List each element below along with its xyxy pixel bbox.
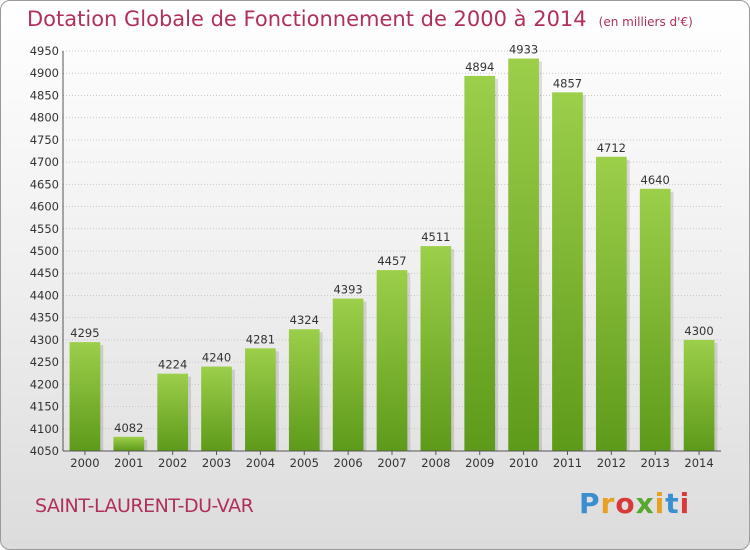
bar-2008 [420,246,452,451]
data-label-2005: 4324 [290,313,319,327]
y-tick-label: 4900 [30,66,59,80]
data-label-2011: 4857 [553,76,582,90]
y-tick-label: 4200 [30,377,59,391]
bar-2011 [552,92,583,451]
data-label-2001: 4082 [114,421,143,435]
data-label-2003: 4240 [202,351,231,365]
x-tick-label: 2004 [246,456,275,470]
x-tick-label: 2012 [597,456,626,470]
x-tick-label: 2000 [70,456,99,470]
x-tick-label: 2009 [465,456,494,470]
bar-2003 [201,366,232,451]
bar-2006 [332,298,364,451]
x-tick-label: 2010 [509,456,538,470]
bar-2002 [157,373,189,451]
data-label-2012: 4712 [597,141,626,155]
bar-2014 [683,339,715,451]
x-tick-label: 2007 [377,456,406,470]
y-tick-label: 4950 [30,44,59,58]
y-tick-label: 4500 [30,244,59,258]
y-tick-label: 4350 [30,311,59,325]
bar-2001 [113,436,145,451]
data-label-2006: 4393 [333,283,362,297]
bar-2007 [376,270,408,451]
y-tick-label: 4750 [30,133,59,147]
x-tick-label: 2002 [158,456,187,470]
data-label-2007: 4457 [377,254,406,268]
data-label-2004: 4281 [246,332,275,346]
y-tick-label: 4400 [30,288,59,302]
unit-label: (en milliers d'€) [598,15,693,29]
logo-letter: i [679,487,691,520]
bar-2013 [639,188,671,451]
y-tick-label: 4700 [30,155,59,169]
city-name: SAINT-LAURENT-DU-VAR [35,495,254,517]
y-tick-label: 4850 [30,88,59,102]
bar-2009 [464,75,496,451]
data-label-2010: 4933 [509,43,538,57]
chart-title: Dotation Globale de Fonctionnement de 20… [27,7,693,31]
y-tick-label: 4150 [30,400,59,414]
data-label-2013: 4640 [641,173,670,187]
x-tick-label: 2005 [290,456,319,470]
y-tick-label: 4800 [30,111,59,125]
bar-2000 [69,342,101,451]
y-tick-label: 4650 [30,177,59,191]
bar-2012 [595,156,627,451]
y-tick-label: 4050 [30,444,59,458]
data-label-2008: 4511 [421,230,450,244]
y-tick-label: 4250 [30,355,59,369]
data-label-2009: 4894 [465,60,494,74]
logo-letter: P [579,487,601,520]
x-tick-label: 2011 [553,456,582,470]
logo-letter: x [635,487,655,520]
x-tick-label: 2006 [333,456,362,470]
logo-letter: r [600,487,616,520]
x-tick-label: 2014 [684,456,713,470]
bar-2005 [288,329,320,451]
x-tick-label: 2008 [421,456,450,470]
bar-2004 [245,348,276,451]
logo-letter: i [654,487,666,520]
x-tick-label: 2013 [641,456,670,470]
x-tick-label: 2003 [202,456,231,470]
bar-2010 [508,58,539,452]
logo-letter: t [665,487,680,520]
data-label-2002: 4224 [158,358,187,372]
y-tick-label: 4550 [30,222,59,236]
y-tick-label: 4600 [30,200,59,214]
logo-letter: o [615,487,636,520]
y-tick-label: 4300 [30,333,59,347]
proxiti-logo: Proxiti [579,487,690,520]
data-label-2000: 4295 [70,326,99,340]
x-tick-label: 2001 [114,456,143,470]
data-label-2014: 4300 [684,324,713,338]
y-tick-label: 4100 [30,422,59,436]
y-tick-label: 4450 [30,266,59,280]
